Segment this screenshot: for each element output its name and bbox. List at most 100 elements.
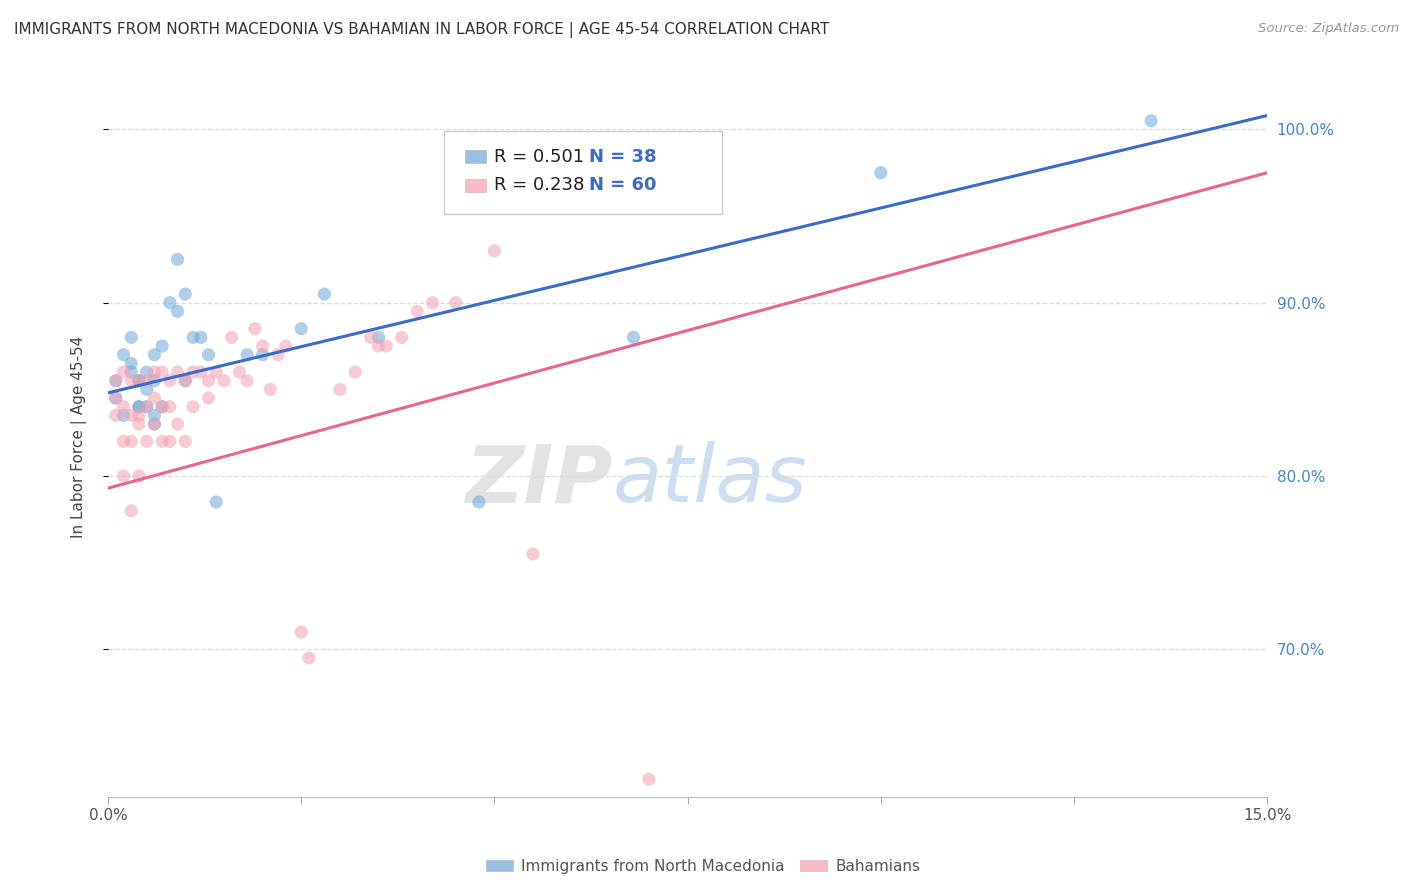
Point xyxy=(135,374,157,388)
Point xyxy=(150,400,173,414)
Point xyxy=(267,348,290,362)
Point xyxy=(314,287,336,301)
Text: IMMIGRANTS FROM NORTH MACEDONIA VS BAHAMIAN IN LABOR FORCE | AGE 45-54 CORRELATI: IMMIGRANTS FROM NORTH MACEDONIA VS BAHAM… xyxy=(14,22,830,38)
Point xyxy=(104,374,127,388)
Point xyxy=(150,339,173,353)
Point xyxy=(150,365,173,379)
Point xyxy=(174,287,197,301)
Point xyxy=(135,365,157,379)
Point xyxy=(181,330,204,344)
Point xyxy=(120,504,142,518)
Point xyxy=(128,409,150,423)
FancyBboxPatch shape xyxy=(444,131,723,214)
Point xyxy=(174,374,197,388)
Point xyxy=(252,348,274,362)
Point xyxy=(259,383,281,397)
Point xyxy=(104,409,127,423)
Point xyxy=(468,495,491,509)
Point xyxy=(143,365,166,379)
Point xyxy=(135,434,157,449)
FancyBboxPatch shape xyxy=(465,179,486,192)
Point xyxy=(159,434,181,449)
Point xyxy=(112,469,135,483)
Text: R = 0.238: R = 0.238 xyxy=(494,177,585,194)
Point xyxy=(638,772,661,787)
Point xyxy=(174,374,197,388)
Point xyxy=(236,348,259,362)
Point xyxy=(166,252,188,267)
Text: N = 38: N = 38 xyxy=(589,147,657,166)
Point xyxy=(112,409,135,423)
Point xyxy=(181,400,204,414)
Point xyxy=(422,295,444,310)
Point xyxy=(367,330,389,344)
Point xyxy=(197,391,219,405)
Text: Source: ZipAtlas.com: Source: ZipAtlas.com xyxy=(1258,22,1399,36)
Point xyxy=(190,365,212,379)
Point xyxy=(135,383,157,397)
Point xyxy=(444,295,467,310)
Point xyxy=(112,400,135,414)
Legend: Immigrants from North Macedonia, Bahamians: Immigrants from North Macedonia, Bahamia… xyxy=(479,853,927,880)
Point xyxy=(228,365,250,379)
Point xyxy=(104,391,127,405)
Point xyxy=(120,365,142,379)
Point xyxy=(120,434,142,449)
Point xyxy=(135,400,157,414)
Point xyxy=(205,495,228,509)
Point xyxy=(159,400,181,414)
Point xyxy=(375,339,398,353)
Point xyxy=(120,409,142,423)
Point xyxy=(120,356,142,370)
Y-axis label: In Labor Force | Age 45-54: In Labor Force | Age 45-54 xyxy=(72,336,87,538)
Point xyxy=(236,374,259,388)
Point xyxy=(484,244,506,258)
Point xyxy=(190,330,212,344)
Point xyxy=(128,400,150,414)
Point xyxy=(391,330,413,344)
Point xyxy=(197,348,219,362)
Point xyxy=(104,391,127,405)
Point xyxy=(360,330,382,344)
Point xyxy=(252,339,274,353)
Point xyxy=(212,374,235,388)
Point xyxy=(120,330,142,344)
Text: atlas: atlas xyxy=(612,442,807,519)
Point xyxy=(150,434,173,449)
Point xyxy=(128,469,150,483)
Point xyxy=(205,365,228,379)
Point xyxy=(623,330,645,344)
Point xyxy=(406,304,429,318)
Point xyxy=(243,322,266,336)
Point xyxy=(128,374,150,388)
Point xyxy=(166,417,188,431)
Point xyxy=(174,434,197,449)
Point xyxy=(112,434,135,449)
Point xyxy=(274,339,297,353)
Point xyxy=(181,365,204,379)
Point xyxy=(367,339,389,353)
Text: R = 0.501: R = 0.501 xyxy=(494,147,583,166)
Point xyxy=(329,383,352,397)
Point xyxy=(290,625,312,640)
Point xyxy=(128,417,150,431)
Point xyxy=(143,417,166,431)
Point xyxy=(298,651,321,665)
Point xyxy=(166,365,188,379)
Point xyxy=(143,417,166,431)
Point xyxy=(143,391,166,405)
Point xyxy=(344,365,367,379)
Point xyxy=(522,547,544,561)
Point xyxy=(128,400,150,414)
Text: ZIP: ZIP xyxy=(465,442,612,519)
Point xyxy=(128,374,150,388)
Point xyxy=(1140,113,1163,128)
Point xyxy=(112,348,135,362)
Point xyxy=(150,400,173,414)
Point xyxy=(120,374,142,388)
Point xyxy=(197,374,219,388)
Point xyxy=(869,166,891,180)
Point xyxy=(104,374,127,388)
Point xyxy=(290,322,312,336)
Point xyxy=(221,330,243,344)
